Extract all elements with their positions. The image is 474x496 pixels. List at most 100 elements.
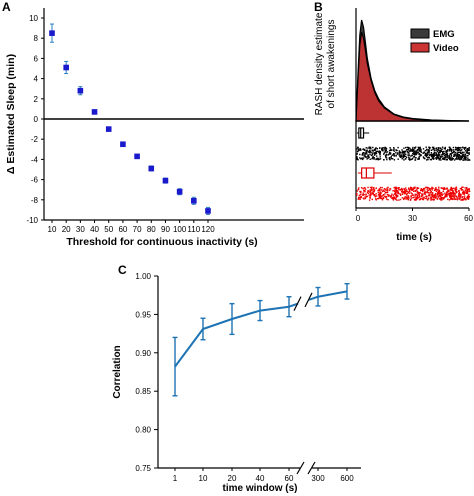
b-strip-point-video [452,191,455,193]
b-strip-point-emg [359,148,362,150]
b-strip-point-emg [450,157,452,159]
b-strip-point-emg [459,147,462,149]
b-strip-point-video [430,197,432,199]
b-strip-point-video [375,199,377,201]
a-data-point [134,153,140,160]
b-strip-point-video [371,186,373,188]
b-strip-point-video [390,195,392,197]
b-strip-point-video [447,189,449,191]
b-strip-point-video [451,192,454,195]
b-strip-point-emg [390,152,392,154]
b-strip-point-emg [396,153,398,155]
a-x-tick-label: 80 [147,225,156,234]
b-strip-point-video [392,198,394,200]
b-strip-point-emg [384,151,386,153]
b-strip-point-video [381,197,383,199]
b-strip-point-video [461,196,463,199]
b-strip-point-video [397,192,399,194]
b-strip-point-video [443,188,445,191]
b-strip-point-emg [461,151,464,153]
c-series-line [317,290,348,298]
b-strip-point-emg [393,153,396,155]
b-strip-point-video [433,194,435,196]
b-strip-point-emg [359,157,361,159]
b-strip-point-emg [419,146,421,149]
b-strip-point-video [392,199,395,201]
b-strip-point-video [430,193,432,196]
b-strip-point-video [386,191,389,194]
b-strip-point-emg [457,149,459,151]
b-strip-point-video [406,195,408,197]
b-strip-point-video [379,192,381,194]
b-strip-point-emg [389,159,391,161]
b-strip-point-emg [366,153,368,155]
b-strip-point-emg [385,156,387,159]
b-strip-point-video [416,198,418,200]
b-strip-point-video [450,188,452,191]
b-strip-point-emg [393,148,395,150]
b-strip-point-emg [447,156,449,158]
c-y-tick-label: 0.75 [135,464,151,473]
b-legend-swatch-video [410,42,430,53]
b-x-tick-label: 30 [408,214,417,223]
b-strip-point-video [425,195,427,197]
b-strip-point-emg [461,153,463,155]
b-strip-point-video [456,197,459,199]
b-strip-point-video [372,193,374,195]
b-strip-point-emg [411,150,414,152]
b-strip-point-video [360,191,362,194]
b-strip-point-video [378,189,380,192]
b-strip-point-video [400,191,403,193]
b-strip-point-emg [463,151,465,154]
b-strip-point-emg [424,152,426,155]
b-strip-point-emg [392,149,395,151]
b-strip-point-emg [436,157,438,159]
b-strip-point-emg [468,152,470,154]
b-strip-point-video [452,194,454,196]
b-strip-point-video [408,187,410,189]
b-strip-point-video [383,188,386,190]
b-strip-point-video [454,194,456,196]
b-strip-point-emg [454,151,457,154]
b-strip-point-video [388,194,390,196]
b-strip-point-emg [432,148,434,150]
b-strip-point-video [444,192,446,194]
b-strip-point-video [438,190,441,192]
b-strip-point-video [387,186,389,189]
b-strip-point-emg [365,151,368,153]
b-strip-point-video [407,196,410,198]
b-strip-point-video [367,186,369,189]
b-strip-point-emg [376,148,379,150]
b-strip-point-emg [445,159,447,161]
b-strip-point-emg [464,147,466,149]
b-strip-point-video [356,192,358,195]
b-strip-point-emg [450,154,453,156]
b-strip-point-video [385,198,388,200]
b-strip-point-video [412,194,414,196]
b-strip-point-emg [418,156,420,158]
b-strip-point-video [456,199,459,201]
b-strip-point-emg [400,155,402,157]
b-strip-point-video [396,187,398,189]
b-strip-point-video [430,199,432,201]
b-strip-point-emg [454,146,457,149]
b-strip-point-video [357,188,360,191]
b-x-tick-label: 60 [464,214,473,223]
b-strip-point-emg [423,157,426,160]
b-strip-point-video [461,198,463,201]
b-strip-point-emg [445,151,448,154]
b-strip-point-video [455,196,457,198]
b-strip-point-emg [374,152,376,154]
b-strip-point-emg [467,152,469,155]
b-strip-point-emg [413,148,415,151]
b-strip-point-video [381,190,384,193]
b-strip-point-emg [458,154,461,156]
b-strip-point-emg [416,149,419,151]
c-y-tick-label: 1.00 [135,272,151,281]
b-strip-point-emg [407,154,409,156]
c-series-line [308,295,319,301]
b-strip-point-video [374,196,376,198]
b-strip-point-video [370,191,372,193]
b-strip-point-emg [440,154,442,156]
b-strip-point-emg [366,149,368,151]
